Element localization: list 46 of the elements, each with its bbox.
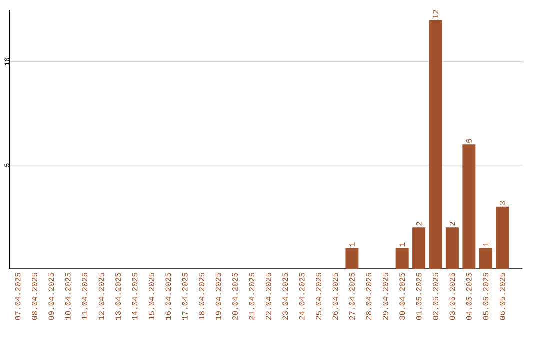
x-tick-label: 17.04.2025: [182, 273, 188, 320]
x-tick-label: 30.04.2025: [400, 273, 406, 320]
x-tick-label: 24.04.2025: [299, 273, 305, 320]
data-label: 1: [483, 242, 489, 247]
x-tick-label: 02.05.2025: [433, 273, 438, 320]
x-tick-label: 05.05.2025: [483, 273, 489, 320]
data-label: 1: [400, 242, 405, 247]
x-tick-label: 29.04.2025: [382, 273, 388, 320]
x-tick-label: 23.04.2025: [282, 273, 288, 320]
bar: [396, 248, 409, 270]
x-tick-label: 12.04.2025: [98, 273, 104, 320]
bar: [496, 206, 510, 270]
data-label: 3: [500, 201, 506, 206]
data-label: 2: [416, 222, 422, 226]
bar: [446, 228, 459, 270]
bar: [429, 20, 442, 270]
x-tick-label: 28.04.2025: [366, 273, 372, 320]
x-tick-label: 26.04.2025: [332, 273, 338, 320]
bar: [462, 144, 476, 270]
x-tick-label: 15.04.2025: [148, 273, 154, 320]
data-label: 1: [350, 242, 355, 247]
x-tick-label: 20.04.2025: [232, 273, 238, 320]
x-tick-label: 08.04.2025: [32, 273, 38, 320]
x-tick-label: 06.05.2025: [500, 273, 506, 320]
bar: [412, 228, 426, 270]
x-tick-label: 01.05.2025: [416, 273, 422, 320]
data-label: 12: [433, 10, 438, 19]
x-tick-label: 09.04.2025: [48, 273, 54, 320]
x-tick-label: 13.04.2025: [116, 273, 121, 320]
x-tick-label: 21.04.2025: [249, 273, 255, 320]
x-tick-label: 22.04.2025: [266, 273, 272, 320]
x-tick-label: 07.04.2025: [15, 273, 21, 320]
x-tick-label: 27.04.2025: [349, 273, 355, 320]
x-tick-label: 10.04.2025: [65, 273, 71, 320]
x-tick-label: 04.05.2025: [466, 273, 472, 320]
x-tick-label: 03.05.2025: [450, 273, 456, 320]
data-label: 2: [450, 222, 456, 226]
bar: [479, 248, 492, 270]
x-tick-label: 14.04.2025: [132, 273, 138, 320]
data-label: 6: [466, 139, 472, 143]
x-tick-label: 18.04.2025: [199, 273, 205, 320]
x-tick-label: 16.04.2025: [166, 273, 172, 320]
bar: [346, 248, 359, 270]
x-tick-label: 11.04.2025: [82, 273, 88, 320]
x-tick-label: 19.04.2025: [216, 273, 222, 320]
x-tick-label: 25.04.2025: [316, 273, 322, 320]
